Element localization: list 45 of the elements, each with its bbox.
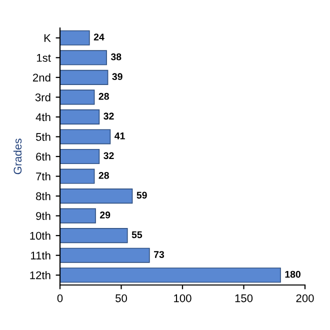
data-label: 73: [154, 251, 164, 258]
data-label: 39: [112, 73, 122, 80]
data-label: 28: [98, 172, 109, 179]
y-tick-label: 5th: [36, 132, 50, 141]
bar: [60, 90, 95, 105]
data-label: 55: [132, 231, 142, 238]
data-label: 32: [104, 152, 114, 160]
x-tick-label: 100: [174, 294, 192, 302]
y-tick-label: 4th: [36, 112, 50, 122]
bar: [60, 148, 100, 164]
bar: [60, 50, 107, 66]
data-label: 38: [110, 53, 122, 60]
data-label: 24: [94, 34, 104, 40]
bar: [60, 109, 100, 124]
y-tick-label: 2nd: [32, 73, 50, 82]
x-tick-label: 150: [235, 294, 253, 302]
data-label: 28: [98, 92, 109, 100]
bar: [60, 168, 95, 184]
bar: [60, 228, 128, 244]
y-tick-label: 6th: [36, 152, 50, 161]
y-tick-label: 9th: [36, 212, 50, 220]
x-tick-label: 0: [57, 294, 63, 302]
y-tick-label: 12th: [30, 271, 50, 280]
x-tick-label: 200: [296, 294, 314, 302]
bar: [60, 208, 96, 224]
data-label: 32: [104, 112, 114, 120]
y-tick-label: 11th: [31, 251, 50, 260]
y-tick-label: 1st: [37, 54, 51, 62]
bar: [60, 129, 111, 144]
y-axis-title: Grades: [13, 138, 22, 174]
y-tick-label: 10th: [30, 232, 50, 240]
y-tick-label: 8th: [36, 192, 50, 200]
bar: [60, 248, 150, 263]
y-tick-label: 3rd: [35, 93, 50, 102]
bar: [60, 30, 90, 46]
bar: [60, 70, 108, 85]
bar: [60, 188, 133, 204]
y-tick-label: K: [44, 34, 51, 42]
data-label: 180: [285, 270, 300, 278]
y-tick-label: 7th: [36, 172, 50, 180]
x-tick-label: 50: [116, 294, 127, 302]
data-label: 41: [114, 132, 125, 140]
bar: [60, 268, 281, 283]
data-label: 29: [100, 212, 110, 218]
data-label: 59: [136, 192, 147, 199]
